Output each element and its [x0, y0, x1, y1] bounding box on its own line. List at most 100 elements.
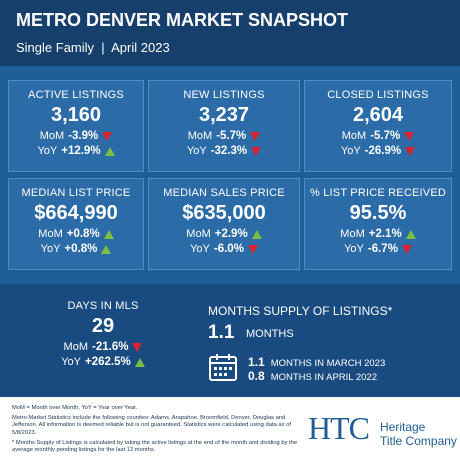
- arrow-shape: [404, 131, 415, 141]
- change-row: MoM -5.7%: [188, 130, 261, 142]
- change-row: YoY +262.5%: [61, 356, 145, 368]
- arrow-up: [104, 146, 115, 156]
- change-row: YoY +12.9%: [37, 145, 115, 157]
- tile: CLOSED LISTINGS 2,604 MoM -5.7% YoY -26.9%: [304, 80, 452, 172]
- change-value: -26.9%: [364, 145, 402, 157]
- change-period: MoM: [340, 228, 365, 240]
- arrow-down: [250, 131, 261, 141]
- subtitle: Single Family | April 2023: [16, 40, 170, 55]
- change-period: YoY: [340, 145, 361, 157]
- change-period: YoY: [40, 243, 61, 255]
- tile-value: 29: [91, 315, 115, 337]
- footer-note: Metro Market Statistics include the foll…: [12, 415, 291, 436]
- change-period: MoM: [38, 228, 63, 240]
- arrow-shape: [401, 244, 412, 254]
- change-period: MoM: [63, 341, 88, 353]
- tile-label: CLOSED LISTINGS: [327, 89, 429, 101]
- arrow-shape: [250, 131, 261, 141]
- arrow-shape: [104, 146, 115, 156]
- supply-title: MONTHS SUPPLY OF LISTINGS*: [208, 304, 393, 318]
- change-value: +262.5%: [85, 356, 131, 368]
- tile-label: DAYS IN MLS: [67, 300, 139, 312]
- arrow-down: [251, 146, 262, 156]
- supply-comparisons: 1.1 MONTHS IN MARCH 2023 0.8 MONTHS IN APRI…: [248, 355, 385, 383]
- change-row: MoM +0.8%: [38, 228, 114, 240]
- change-value: -21.6%: [92, 341, 129, 353]
- arrow-shape: [134, 357, 145, 367]
- bottom-panel: [0, 284, 460, 397]
- change-value: +2.1%: [368, 228, 402, 240]
- tile-value: 95.5%: [349, 202, 407, 224]
- comparison-label: MONTHS IN MARCH 2023: [270, 358, 386, 369]
- footer-note: MoM = Month over Month, YoY = Year over …: [12, 405, 138, 411]
- change-row: YoY -26.9%: [340, 145, 416, 157]
- arrow-down: [247, 244, 258, 254]
- footer: [0, 397, 460, 469]
- tile-label: NEW LISTINGS: [183, 89, 265, 101]
- change-row: MoM -21.6%: [64, 341, 143, 353]
- arrow-up: [405, 229, 416, 239]
- header: [0, 0, 460, 66]
- tile: MEDIAN LIST PRICE $664,990 MoM +0.8% YoY +0.8…: [8, 178, 144, 270]
- arrow-shape: [101, 244, 112, 254]
- tile: % LIST PRICE RECEIVED 95.5% MoM +2.1% YoY -6.…: [304, 178, 452, 270]
- arrow-shape: [251, 229, 262, 239]
- change-period: MoM: [186, 228, 211, 240]
- tile-label: ACTIVE LISTINGS: [28, 89, 124, 101]
- comparison-value: 1.1: [248, 355, 265, 369]
- change-value: +2.9%: [214, 228, 248, 240]
- arrow-up: [134, 357, 145, 367]
- change-value: -32.3%: [210, 145, 248, 157]
- arrow-shape: [132, 342, 143, 352]
- comparison-label: MONTHS IN APRIL 2022: [270, 372, 377, 383]
- arrow-shape: [405, 146, 416, 156]
- tile: ACTIVE LISTINGS 3,160 MoM -3.9% YoY +12.9%: [8, 80, 144, 172]
- change-row: MoM -3.9%: [40, 130, 113, 142]
- arrow-shape: [102, 131, 113, 141]
- supply-value: 1.1: [208, 322, 235, 343]
- change-row: YoY -32.3%: [186, 145, 262, 157]
- tile-value: 2,604: [352, 104, 404, 126]
- logo-line2: Title Company: [380, 434, 457, 448]
- arrow-down: [102, 131, 113, 141]
- tile-label: MEDIAN SALES PRICE: [163, 187, 285, 199]
- change-period: MoM: [39, 130, 65, 142]
- arrow-down: [132, 342, 143, 352]
- tile-value: $664,990: [34, 202, 118, 224]
- comparison-row: 0.8 MONTHS IN APRIL 2022: [248, 369, 385, 383]
- days-in-mls: DAYS IN MLS 29 MoM -21.6% YoY +262.5%: [8, 292, 198, 392]
- footer-note: * Months Supply of Listings is calculate…: [12, 439, 298, 454]
- change-value: +0.8%: [66, 228, 100, 240]
- change-value: +12.9%: [61, 145, 101, 157]
- logo-mark: HTC: [308, 410, 370, 446]
- tile: MEDIAN SALES PRICE $635,000 MoM +2.9% YoY -6.…: [148, 178, 300, 270]
- change-value: +0.8%: [64, 243, 98, 255]
- change-row: YoY +0.8%: [41, 243, 112, 255]
- footer-notes: MoM = Month over Month, YoY = Year over …: [12, 405, 302, 457]
- arrow-shape: [247, 244, 258, 254]
- arrow-shape: [251, 146, 262, 156]
- arrow-shape: [103, 229, 114, 239]
- tile-value: 3,160: [50, 104, 102, 126]
- arrow-down: [404, 131, 415, 141]
- arrow-down: [405, 146, 416, 156]
- tile-label: % LIST PRICE RECEIVED: [309, 187, 447, 199]
- change-value: -5.7%: [216, 130, 247, 142]
- logo-line1: Heritage: [380, 420, 426, 434]
- change-row: MoM -5.7%: [342, 130, 415, 142]
- change-value: -6.0%: [213, 243, 244, 255]
- change-row: YoY -6.0%: [190, 243, 258, 255]
- change-period: MoM: [187, 130, 213, 142]
- arrow-down: [401, 244, 412, 254]
- tile: NEW LISTINGS 3,237 MoM -5.7% YoY -32.3%: [148, 80, 300, 172]
- comparison-value: 0.8: [248, 369, 265, 383]
- tile-label: MEDIAN LIST PRICE: [21, 187, 131, 199]
- title: METRO DENVER MARKET SNAPSHOT: [16, 10, 349, 30]
- arrow-up: [101, 244, 112, 254]
- change-row: MoM +2.1%: [340, 228, 416, 240]
- change-row: YoY -6.7%: [344, 243, 412, 255]
- change-period: YoY: [186, 145, 207, 157]
- change-period: YoY: [190, 243, 210, 255]
- supply-unit: MONTHS: [246, 328, 294, 340]
